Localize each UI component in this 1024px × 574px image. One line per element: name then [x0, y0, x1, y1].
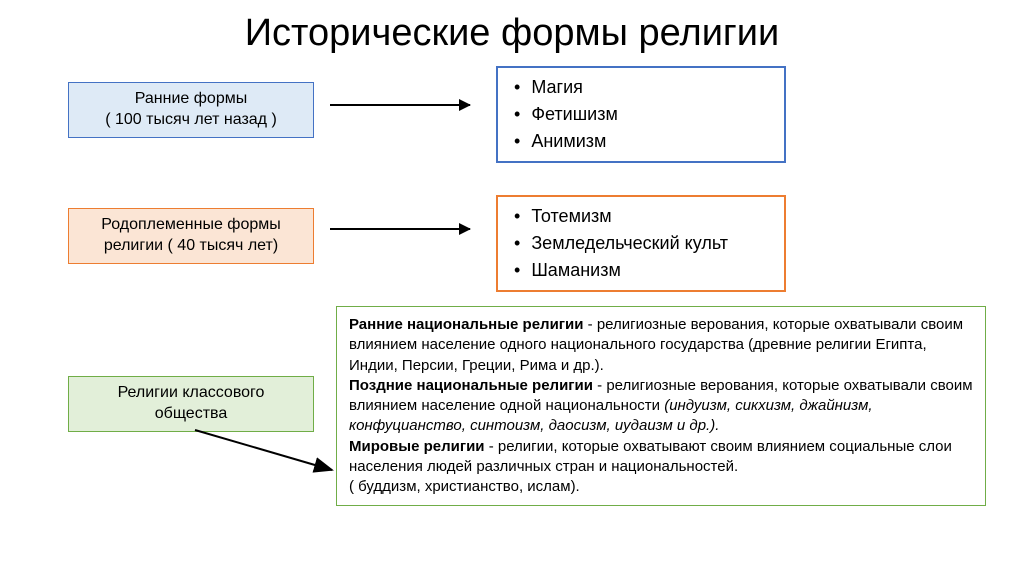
world-religions-examples: ( буддизм, христианство, ислам). — [349, 477, 973, 497]
early-forms-list: Магия Фетишизм Анимизм — [496, 66, 786, 163]
list2-item-0: Тотемизм — [514, 203, 768, 230]
list1-item-1: Фетишизм — [514, 101, 768, 128]
list1-item-0: Магия — [514, 74, 768, 101]
p2-b: Поздние национальные религии — [349, 377, 593, 394]
list2-item-2: Шаманизм — [514, 257, 768, 284]
p3-b: Мировые религии — [349, 438, 485, 455]
list1-item-2: Анимизм — [514, 128, 768, 155]
p1-b: Ранние национальные религии — [349, 316, 584, 333]
list2-item-1: Земледельческий культ — [514, 230, 768, 257]
p3-last: ( буддизм, христианство, ислам). — [349, 478, 580, 495]
late-national-religions: Поздние национальные религии - религиозн… — [349, 376, 973, 437]
national-world-religions-box: Ранние национальные религии - религиозны… — [336, 306, 986, 506]
early-national-religions: Ранние национальные религии - религиозны… — [349, 315, 973, 376]
world-religions: Мировые религии - религии, которые охват… — [349, 437, 973, 478]
tribal-forms-list: Тотемизм Земледельческий культ Шаманизм — [496, 195, 786, 292]
